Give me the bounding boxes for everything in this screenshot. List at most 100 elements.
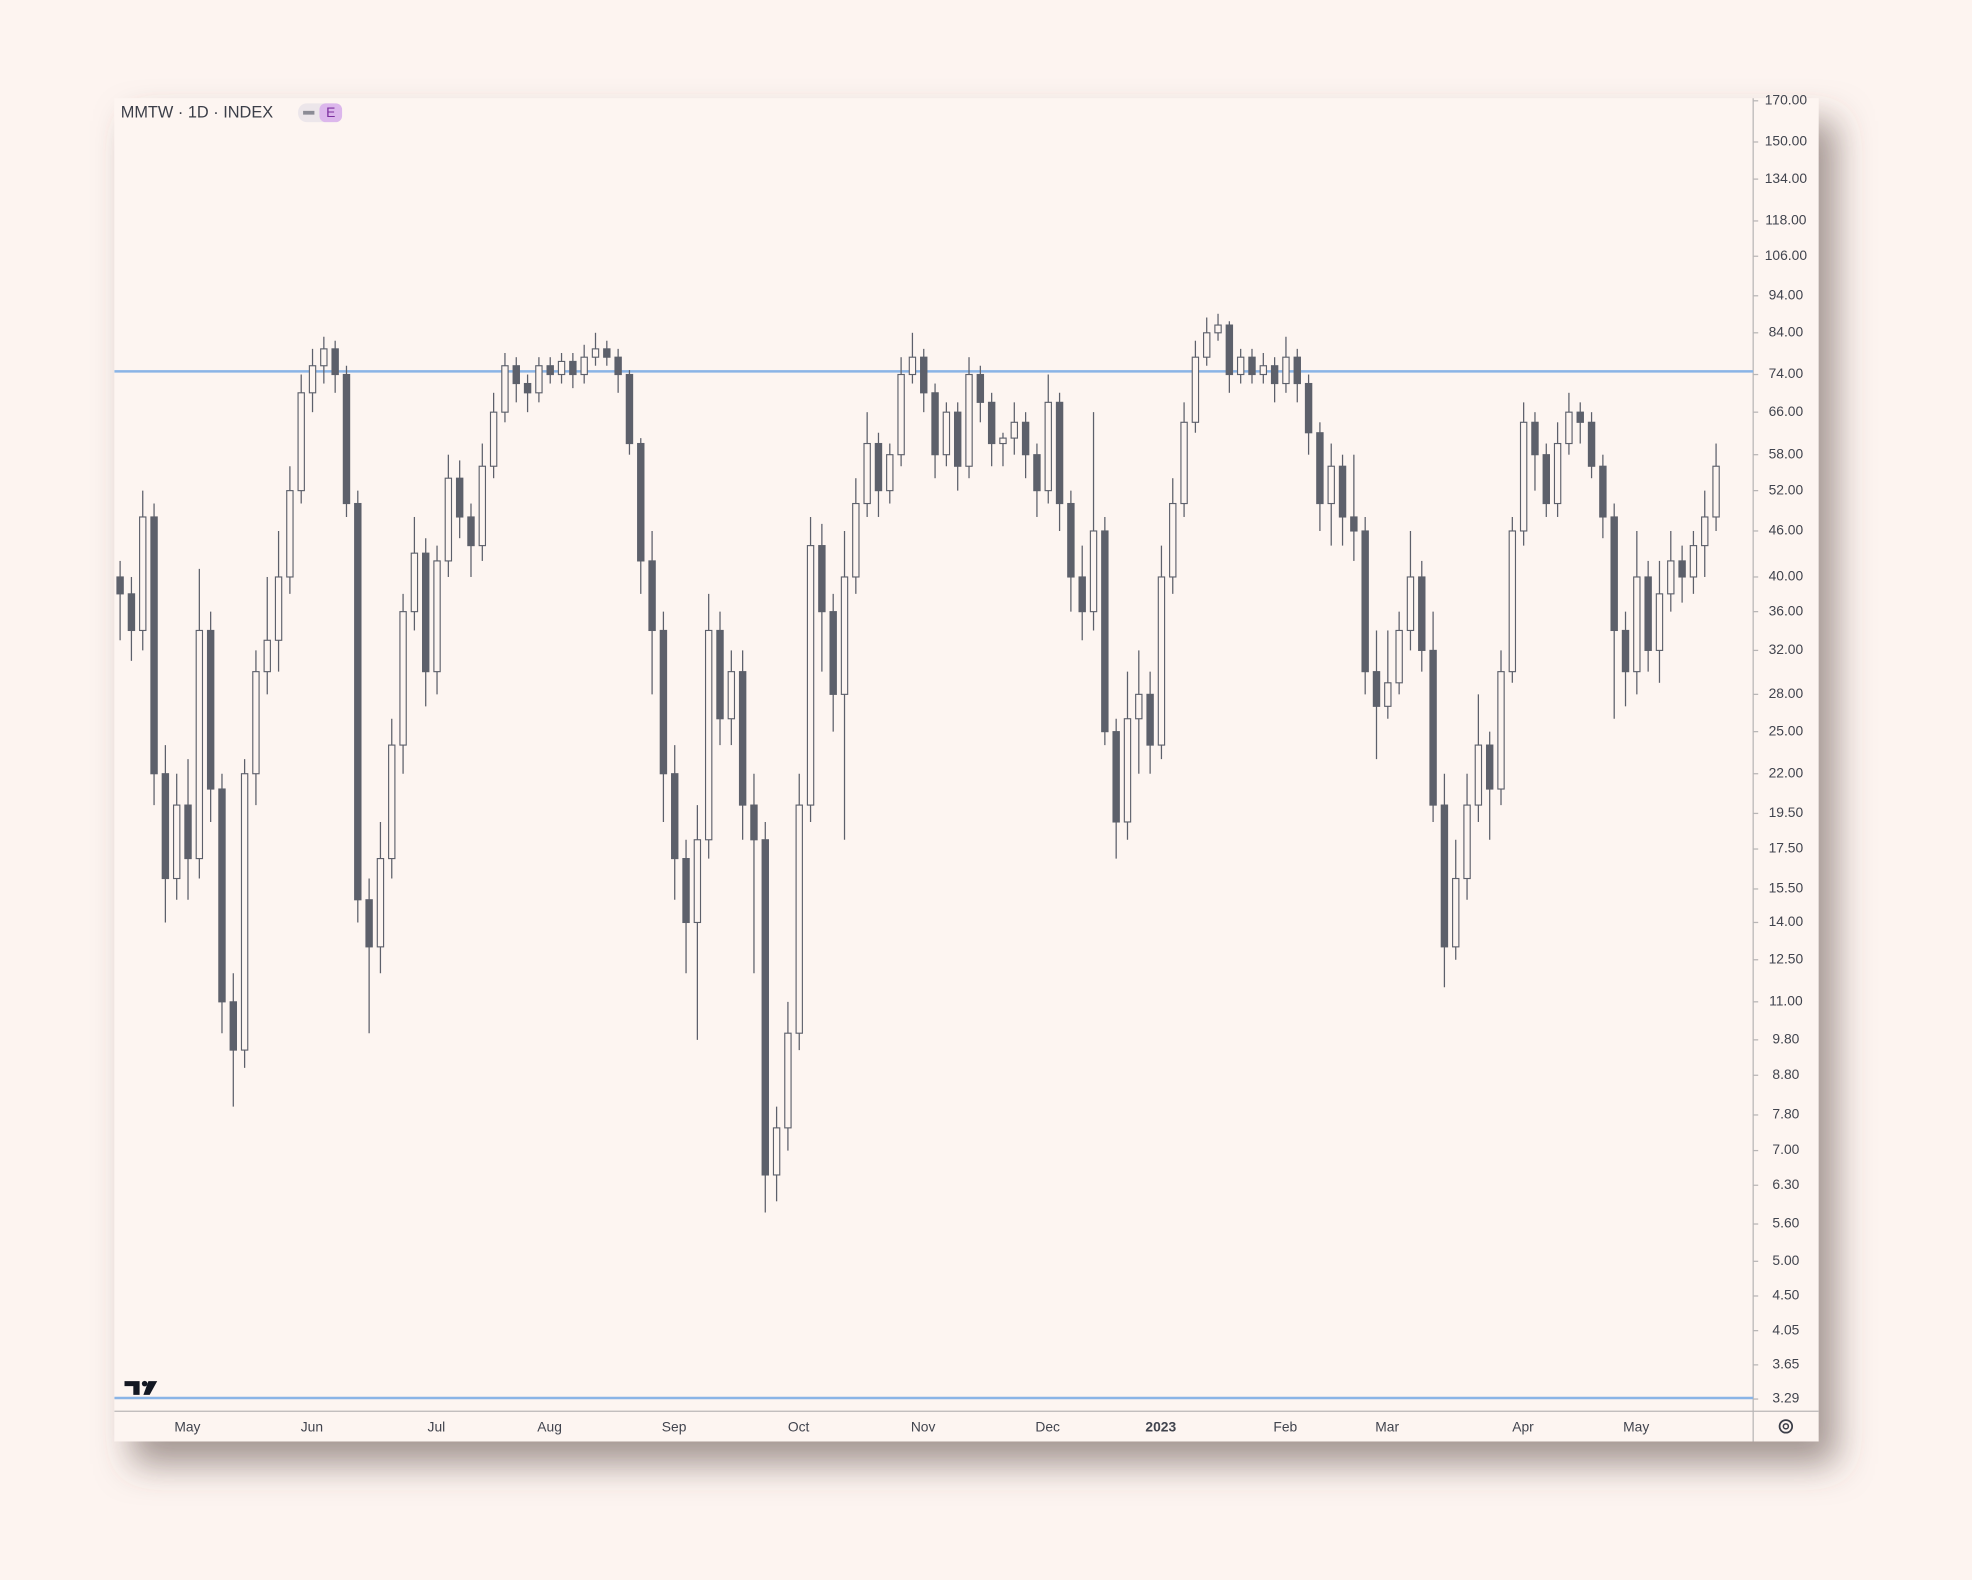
candle-body xyxy=(1180,421,1188,505)
settings-icon[interactable] xyxy=(1778,1419,1794,1434)
candle-body xyxy=(976,373,985,403)
y-tick-label: 106.00 xyxy=(1765,247,1808,263)
candle-body xyxy=(999,437,1007,445)
candle-body xyxy=(399,611,407,746)
logo xyxy=(124,1380,158,1395)
candle-body xyxy=(1248,356,1256,376)
candle-body xyxy=(625,373,634,445)
candle-body xyxy=(218,788,226,1003)
y-tick-label: 12.50 xyxy=(1769,950,1804,966)
candle-body xyxy=(920,356,928,394)
candle-body xyxy=(489,411,498,467)
badge-icon xyxy=(303,110,315,115)
candle-body xyxy=(1361,530,1369,673)
candle-body xyxy=(1633,576,1641,673)
candle-body xyxy=(1565,411,1573,445)
candle-body xyxy=(150,516,158,775)
candle-body xyxy=(874,442,883,492)
candle-body xyxy=(1655,593,1664,651)
y-tick-label: 7.00 xyxy=(1772,1141,1799,1157)
candle-body xyxy=(931,392,939,456)
candle-body xyxy=(1384,682,1392,707)
candle-body xyxy=(659,629,668,775)
candle-body xyxy=(942,411,951,456)
y-tick-label: 28.00 xyxy=(1769,685,1804,701)
candle-body xyxy=(750,804,758,841)
candle-body xyxy=(297,392,305,492)
x-tick-label: Feb xyxy=(1273,1418,1297,1434)
candle-body xyxy=(1044,401,1052,492)
candle-body xyxy=(1531,421,1539,456)
candle-body xyxy=(727,671,736,720)
badge-label: E xyxy=(326,104,335,120)
x-tick-label: Sep xyxy=(662,1418,687,1434)
y-tick-label: 7.80 xyxy=(1772,1106,1799,1122)
candle-body xyxy=(1689,545,1698,578)
candle-body xyxy=(331,348,339,376)
y-tick-label: 3.29 xyxy=(1772,1390,1799,1406)
candle-body xyxy=(354,502,362,901)
candle-body xyxy=(1644,576,1652,651)
candle-body xyxy=(455,477,464,518)
candle-body xyxy=(1610,516,1618,632)
candle-body xyxy=(1146,693,1154,746)
candle-body xyxy=(1440,804,1449,948)
y-tick-label: 66.00 xyxy=(1769,403,1804,419)
x-tick-label: Jun xyxy=(301,1418,323,1434)
y-tick-label: 22.00 xyxy=(1769,764,1804,780)
x-tick-label: Apr xyxy=(1512,1418,1534,1434)
x-tick-label: Aug xyxy=(537,1418,562,1434)
candle-body xyxy=(829,611,837,695)
candle-body xyxy=(1033,454,1041,492)
y-tick-label: 150.00 xyxy=(1765,133,1808,149)
y-tick-label: 84.00 xyxy=(1769,323,1804,339)
candle-body xyxy=(1372,671,1381,707)
candle-body xyxy=(478,465,487,547)
candle-body xyxy=(467,516,475,547)
candle-body xyxy=(1169,502,1177,578)
candle-body xyxy=(1508,530,1517,673)
candle-body xyxy=(682,858,690,924)
candle-body xyxy=(772,1127,781,1176)
candle-body xyxy=(1587,421,1596,467)
candle-body xyxy=(512,365,520,385)
candle-body xyxy=(987,401,996,445)
candle-body xyxy=(806,545,815,806)
candle-body xyxy=(161,773,170,880)
candle-body xyxy=(1293,356,1301,385)
candle-body xyxy=(546,365,554,376)
y-tick-label: 6.30 xyxy=(1772,1176,1799,1192)
y-tick-label: 170.00 xyxy=(1765,91,1808,107)
candle-body xyxy=(1282,356,1290,385)
x-tick-label: Jul xyxy=(428,1418,446,1434)
candle-body xyxy=(840,576,849,695)
candle-body xyxy=(523,382,532,394)
candle-body xyxy=(365,899,373,948)
candle-body xyxy=(1157,576,1166,746)
candle-body xyxy=(342,373,351,505)
candle-body xyxy=(965,373,973,467)
candle-body xyxy=(1135,693,1143,720)
chart-card xyxy=(114,98,1819,1442)
chart-title: MMTW · 1D · INDEX xyxy=(121,104,273,122)
candle-body xyxy=(252,671,260,775)
candle-body xyxy=(308,365,317,394)
candle-body xyxy=(1350,516,1358,532)
candle-body xyxy=(1089,530,1098,613)
candle-body xyxy=(1067,502,1075,578)
candle-body xyxy=(1270,365,1279,385)
candle-body xyxy=(1123,718,1132,823)
candle-body xyxy=(1463,804,1471,880)
candle-body xyxy=(1485,744,1494,790)
candle-body xyxy=(671,773,679,860)
candle-body xyxy=(433,560,441,673)
candle-body xyxy=(852,502,860,578)
candle-body xyxy=(1406,576,1415,632)
candle-body xyxy=(795,804,803,1034)
candle-body xyxy=(1701,516,1709,547)
candle-body xyxy=(1078,576,1086,613)
candle-body xyxy=(1112,731,1120,823)
candle-body xyxy=(704,629,713,841)
candle-body xyxy=(1667,560,1675,595)
candle-body xyxy=(1225,324,1234,376)
